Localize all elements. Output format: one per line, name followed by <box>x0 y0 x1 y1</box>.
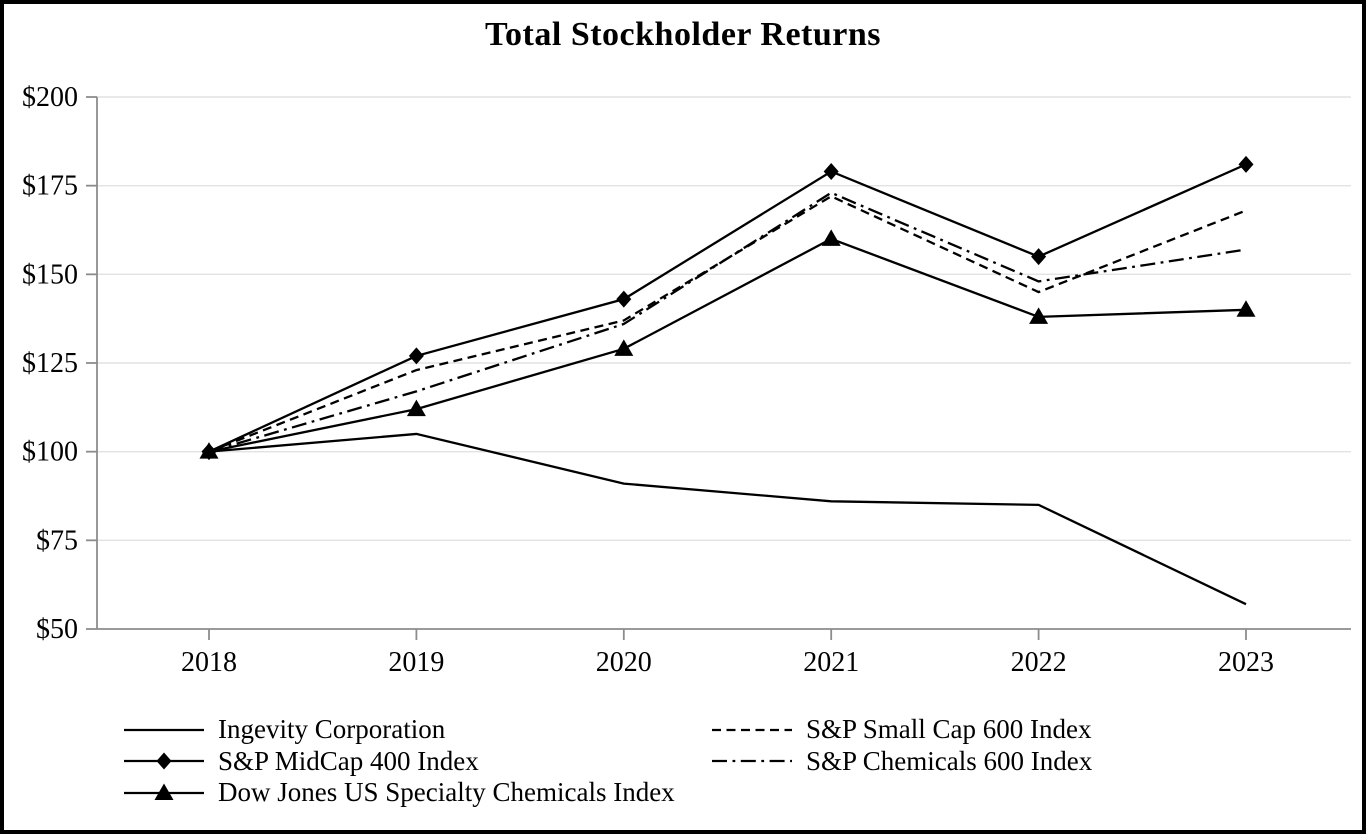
x-tick-label: 2021 <box>803 647 859 678</box>
triangle-marker-icon <box>406 399 426 417</box>
diamond-marker-icon <box>156 752 172 770</box>
legend-solid-line-icon <box>124 728 204 731</box>
diamond-marker-icon <box>408 347 424 365</box>
triangle-marker-icon <box>154 783 174 800</box>
y-tick-label: $125 <box>22 348 78 379</box>
legend-solid-line-icon <box>124 783 204 800</box>
legend-item-s-p-small-cap-600-index: S&P Small Cap 600 Index <box>710 714 1092 746</box>
legend-column-right: S&P Small Cap 600 Index S&P Chemicals 600… <box>710 714 1092 777</box>
y-tick-label: $175 <box>22 171 78 202</box>
series-line-s-p-midcap-400-index <box>208 163 1247 453</box>
y-tick-label: $50 <box>36 614 78 645</box>
x-tick-label: 2020 <box>596 647 652 678</box>
legend-item-s-p-midcap-400-index: S&P MidCap 400 Index <box>122 746 675 778</box>
legend-solid-line-icon <box>124 752 204 770</box>
triangle-marker-icon <box>821 229 841 246</box>
legend-item-s-p-chemicals-600-index: S&P Chemicals 600 Index <box>710 746 1092 778</box>
series-line-s-p-chemicals-600-index <box>208 191 1247 453</box>
legend-dashed-line-icon <box>712 728 792 731</box>
legend-label: S&P Chemicals 600 Index <box>806 745 1093 776</box>
triangle-marker-icon <box>1029 307 1049 324</box>
diamond-marker-icon <box>1031 248 1047 266</box>
chart-plot-area: $50 $75 $100 $125 $150 $175 $200 2018 2019 2020 20… <box>22 82 1351 678</box>
legend-dashdot-line-icon <box>712 760 792 763</box>
legend-label: Ingevity Corporation <box>218 714 446 745</box>
legend-item-dow-jones-us-specialty-chemicals-index: Dow Jones US Specialty Chemicals Index <box>122 777 675 809</box>
x-tick-label: 2022 <box>1011 647 1067 678</box>
x-tick-label: 2023 <box>1218 647 1274 678</box>
y-tick-label: $200 <box>22 82 78 113</box>
diamond-marker-icon <box>616 290 632 308</box>
legend-column-left: Ingevity Corporation S&P MidCap 400 Index… <box>122 714 675 809</box>
series-line-dow-jones-us-specialty-chemicals-index <box>208 237 1247 453</box>
legend-label: S&P MidCap 400 Index <box>218 745 479 776</box>
y-tick-label: $75 <box>36 525 78 556</box>
triangle-marker-icon <box>614 339 634 356</box>
legend-item-ingevity-corporation: Ingevity Corporation <box>122 714 675 746</box>
series-line-ingevity-corporation <box>208 432 1247 606</box>
diamond-marker-icon <box>823 162 839 180</box>
chart-title: Total Stockholder Returns <box>485 16 881 53</box>
y-tick-label: $150 <box>22 259 78 290</box>
x-tick-label: 2019 <box>388 647 444 678</box>
diamond-marker-icon <box>1238 155 1254 173</box>
triangle-marker-icon <box>1236 300 1256 317</box>
legend-label: S&P Small Cap 600 Index <box>806 714 1092 745</box>
y-tick-label: $100 <box>22 437 78 468</box>
triangle-marker-icon <box>199 442 219 459</box>
legend-label: Dow Jones US Specialty Chemicals Index <box>218 777 675 808</box>
x-tick-label: 2018 <box>181 647 237 678</box>
